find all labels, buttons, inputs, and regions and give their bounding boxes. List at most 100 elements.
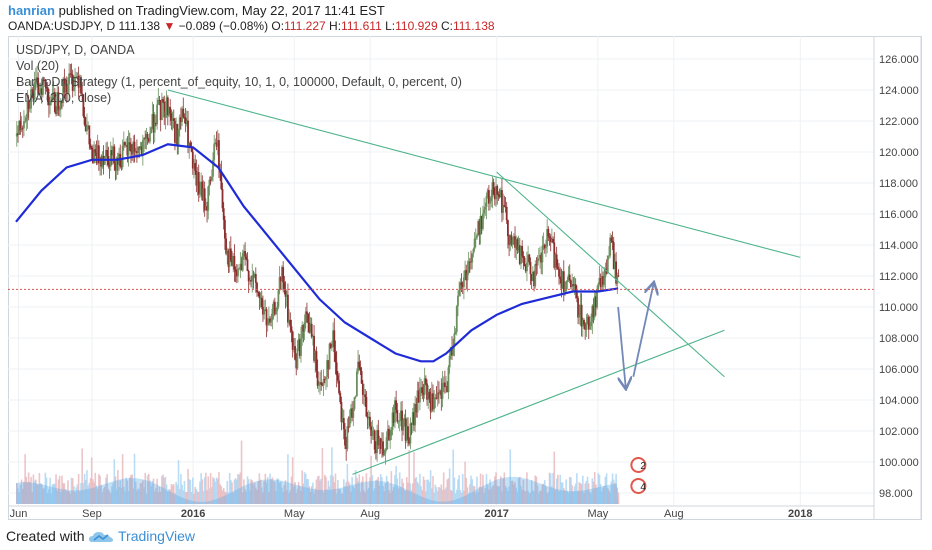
y-tick-label: 124.000 xyxy=(879,85,919,97)
candle-body xyxy=(390,429,393,436)
volume-bar xyxy=(146,475,149,504)
candle-body xyxy=(182,108,185,118)
volume-bar xyxy=(220,486,223,504)
volume-bar xyxy=(356,477,358,504)
volume-bar xyxy=(334,473,337,504)
candle-body xyxy=(315,351,318,372)
projection-arrows[interactable] xyxy=(617,284,653,388)
volume-bar xyxy=(268,491,270,504)
y-tick-label: 114.000 xyxy=(879,240,918,252)
candle-body xyxy=(348,416,351,428)
volume-bar xyxy=(139,483,142,504)
volume-bar xyxy=(551,486,553,504)
candle-body xyxy=(203,188,206,211)
candle-body xyxy=(281,267,283,282)
volume-bar xyxy=(24,454,26,504)
volume-bar xyxy=(106,474,108,504)
tradingview-link[interactable]: TradingView xyxy=(118,528,196,544)
candle-body xyxy=(140,146,143,156)
price-axis[interactable]: 98.000 100.000 102.000 104.000 106.000 108.00… xyxy=(873,36,922,520)
candle-body xyxy=(304,311,307,323)
volume-bar xyxy=(54,483,56,504)
volume-bar xyxy=(447,478,450,504)
volume-bar xyxy=(163,477,166,504)
volume-bar xyxy=(420,486,422,504)
candle-body xyxy=(80,77,82,94)
volume-bar xyxy=(187,469,189,504)
candle-body xyxy=(540,254,543,263)
volume-bar xyxy=(207,476,210,504)
candle-body xyxy=(399,410,402,421)
candle-body xyxy=(541,246,544,263)
volume-bar xyxy=(552,472,554,504)
volume-bar xyxy=(37,484,40,504)
candle-body xyxy=(51,93,54,102)
candle-body xyxy=(453,333,456,347)
volume-bar xyxy=(422,476,425,504)
candle-body xyxy=(611,240,614,243)
time-axis[interactable]: Jun Sep 2016 May Aug 2017 May Aug 2018 xyxy=(8,505,874,520)
candle-body xyxy=(57,92,60,111)
candle-body xyxy=(504,206,507,208)
candle-body xyxy=(23,121,25,129)
candle-body xyxy=(298,339,301,356)
candle-body xyxy=(548,236,551,238)
trendlines[interactable] xyxy=(167,89,801,475)
candle-body xyxy=(52,92,55,94)
volume-bar xyxy=(58,475,61,504)
volume-bar xyxy=(522,479,525,504)
candle-body xyxy=(19,120,22,131)
volume-bar xyxy=(44,472,47,504)
volume-bar xyxy=(107,489,110,504)
volume-bar xyxy=(429,470,432,504)
volume-bar xyxy=(390,471,393,504)
candle-body xyxy=(31,89,34,91)
volume-bar xyxy=(70,477,73,504)
author-name[interactable]: hanrian xyxy=(8,3,55,18)
candle-body xyxy=(404,418,407,441)
volume-bar xyxy=(295,492,298,504)
candle-body xyxy=(38,93,41,95)
volume-bar xyxy=(175,481,177,504)
volume-bar xyxy=(440,484,443,504)
volume-bar xyxy=(89,478,92,504)
volume-bar xyxy=(74,492,76,504)
volume-bar xyxy=(300,490,302,504)
volume-bar xyxy=(138,489,141,504)
candle-body xyxy=(383,453,386,456)
candle-body xyxy=(359,367,362,372)
volume-bar xyxy=(174,493,176,504)
candle-body xyxy=(558,269,560,277)
price-chart[interactable]: 111.138 98.000100.000102.000104.000106.0… xyxy=(8,36,922,520)
candle-body xyxy=(360,371,363,384)
y-tick-label: 98.000 xyxy=(879,488,913,500)
volume-bar xyxy=(397,488,400,504)
volume-bar xyxy=(382,485,384,504)
candle-body xyxy=(435,397,438,399)
volume-bar xyxy=(410,489,413,504)
candle-body xyxy=(409,423,412,444)
volume-bar xyxy=(371,475,374,504)
candle-body xyxy=(455,306,458,332)
candle-body xyxy=(512,236,515,241)
volume-bar xyxy=(274,481,276,504)
volume-bar xyxy=(304,473,307,504)
candle-body xyxy=(341,418,344,423)
candle-body xyxy=(319,382,321,385)
volume-bar xyxy=(604,476,607,504)
volume-bar xyxy=(482,474,484,504)
candle-body xyxy=(20,127,23,131)
candle-body xyxy=(534,264,537,287)
publish-line: hanrian published on TradingView.com, Ma… xyxy=(8,3,385,18)
volume-bar xyxy=(498,486,501,504)
candle-body xyxy=(254,274,257,283)
chart-area[interactable]: 111.138 98.000100.000102.000104.000106.0… xyxy=(8,36,922,520)
candle-body xyxy=(212,159,214,177)
volume-bar xyxy=(159,491,162,504)
candle-body xyxy=(311,336,314,337)
volume-bar xyxy=(478,486,481,504)
volume-bar xyxy=(42,488,44,504)
volume-bar xyxy=(395,465,397,504)
volume-bar xyxy=(50,493,53,504)
candle-body xyxy=(168,107,170,116)
